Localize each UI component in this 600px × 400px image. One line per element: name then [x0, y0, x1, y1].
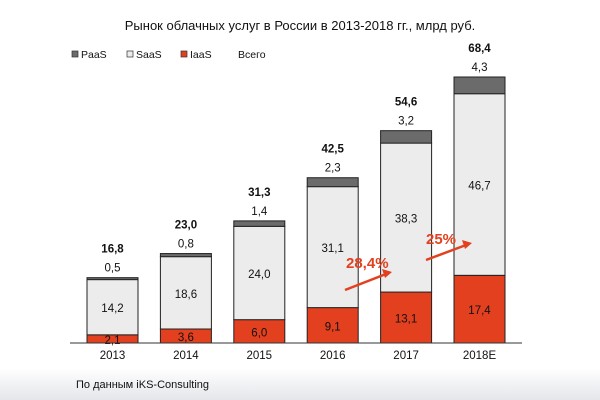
growth-arrow-1	[344, 272, 387, 292]
bar-paas-2015	[233, 220, 286, 227]
data-label-paas-2016: 2,3	[325, 163, 341, 175]
total-label-2017: 54,6	[395, 97, 417, 109]
x-tick-label-2015: 2015	[247, 350, 273, 362]
bar-paas-2016	[306, 177, 359, 188]
bar-paas-2017	[380, 130, 433, 144]
data-label-saas-2017: 38,3	[395, 214, 417, 226]
growth-arrow-2	[425, 243, 467, 262]
data-label-iaas-2015: 6,0	[251, 327, 267, 339]
source-note: По данным iKS-Consulting	[76, 379, 210, 391]
growth-arrowhead-1	[382, 269, 392, 278]
data-label-saas-2013: 14,2	[101, 303, 123, 315]
data-label-paas-2014: 0,8	[178, 239, 194, 251]
total-label-2015: 31,3	[248, 187, 270, 199]
total-label-2013: 16,8	[101, 244, 124, 256]
legend-swatch-saas	[126, 50, 134, 58]
data-label-saas-2015: 24,0	[248, 269, 270, 281]
growth-arrowhead-2	[462, 240, 472, 249]
data-label-paas-2013: 0,5	[105, 263, 121, 275]
growth-annotation-1: 28,4%	[346, 255, 389, 272]
data-label-paas-2015: 1,4	[251, 206, 268, 218]
total-label-2016: 42,5	[322, 144, 345, 156]
x-tick-label-2013: 2013	[100, 350, 126, 362]
legend-swatch-paas	[71, 50, 79, 58]
bar-paas-2014	[159, 253, 212, 258]
bar-saas-2017	[380, 142, 433, 293]
bar-iaas-2016	[306, 307, 359, 344]
bar-paas-2013	[86, 277, 139, 281]
total-label-2018E: 68,4	[468, 43, 491, 55]
data-label-iaas-2016: 9,1	[325, 321, 341, 333]
legend-label-saas: SaaS	[136, 49, 162, 61]
data-label-saas-2018E: 46,7	[468, 181, 490, 193]
legend-swatch-iaas	[180, 50, 188, 58]
data-label-paas-2018E: 4,3	[472, 62, 488, 74]
bar-saas-2015	[233, 225, 286, 321]
data-label-iaas-2017: 13,1	[395, 314, 417, 326]
x-tick-label-2017: 2017	[393, 350, 419, 362]
growth-annotation-2: 25%	[426, 231, 456, 248]
legend-label-всего: Всего	[238, 49, 266, 61]
data-label-iaas-2018E: 17,4	[468, 305, 491, 317]
legend-label-iaas: IaaS	[190, 49, 212, 61]
legend-label-paas: PaaS	[81, 49, 107, 61]
data-label-saas-2016: 31,1	[322, 243, 344, 255]
data-label-saas-2014: 18,6	[175, 289, 197, 301]
x-tick-label-2018E: 2018E	[463, 350, 497, 362]
total-label-2014: 23,0	[175, 220, 197, 232]
x-tick-label-2016: 2016	[320, 350, 346, 362]
x-tick-label-2014: 2014	[173, 350, 199, 362]
bar-paas-2018E	[453, 76, 506, 95]
footer-band	[0, 368, 600, 400]
data-label-paas-2017: 3,2	[398, 116, 414, 128]
data-label-iaas-2014: 3,6	[178, 332, 194, 344]
data-label-iaas-2013: 2,1	[105, 335, 121, 347]
chart-title: Рынок облачных услуг в России в 2013-201…	[125, 18, 476, 33]
